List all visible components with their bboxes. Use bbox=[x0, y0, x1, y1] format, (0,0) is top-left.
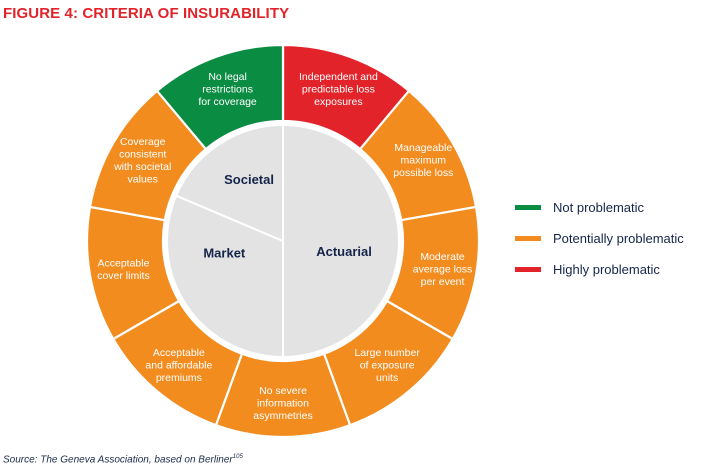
legend-item-not-problematic: Not problematic bbox=[515, 199, 684, 215]
source-text: Source: The Geneva Association, based on… bbox=[3, 454, 233, 466]
dimension-label: Actuarial bbox=[316, 244, 372, 259]
dimension-sector bbox=[282, 123, 400, 359]
criterion-label: Moderate average loss per event bbox=[413, 251, 473, 288]
source-footnote: 105 bbox=[232, 454, 243, 460]
criterion-label: No severe information asymmetries bbox=[253, 385, 313, 422]
legend-swatch-red bbox=[515, 266, 541, 272]
dimension-label: Societal bbox=[224, 172, 274, 187]
criterion-label: Manageable maximum possible loss bbox=[393, 142, 453, 179]
legend-label: Potentially problematic bbox=[553, 230, 684, 246]
criterion-label: Acceptable and affordable premiums bbox=[145, 347, 212, 384]
legend-item-highly-problematic: Highly problematic bbox=[515, 261, 684, 277]
dimension-label: Market bbox=[203, 245, 246, 260]
dimension-sector bbox=[166, 194, 284, 359]
criterion-label: Large number of exposure units bbox=[354, 347, 420, 384]
dimension-sector bbox=[174, 123, 284, 243]
legend-label: Not problematic bbox=[553, 199, 645, 215]
legend: Not problematic Potentially problematic … bbox=[515, 199, 684, 292]
criterion-label: No legal restrictions for coverage bbox=[198, 71, 257, 108]
legend-swatch-green bbox=[515, 204, 541, 210]
legend-swatch-orange bbox=[515, 235, 541, 241]
criterion-label: Independent and predictable loss exposures bbox=[299, 71, 378, 108]
criterion-label: Coverage consistent with societal values bbox=[113, 136, 171, 186]
criterion-label: Acceptable cover limits bbox=[97, 257, 150, 282]
figure-title: FIGURE 4: CRITERIA OF INSURABILITY bbox=[3, 5, 290, 22]
source-note: Source: The Geneva Association, based on… bbox=[3, 454, 243, 465]
legend-item-potentially-problematic: Potentially problematic bbox=[515, 230, 684, 246]
legend-label: Highly problematic bbox=[553, 261, 660, 277]
criterion-segment bbox=[155, 43, 285, 151]
